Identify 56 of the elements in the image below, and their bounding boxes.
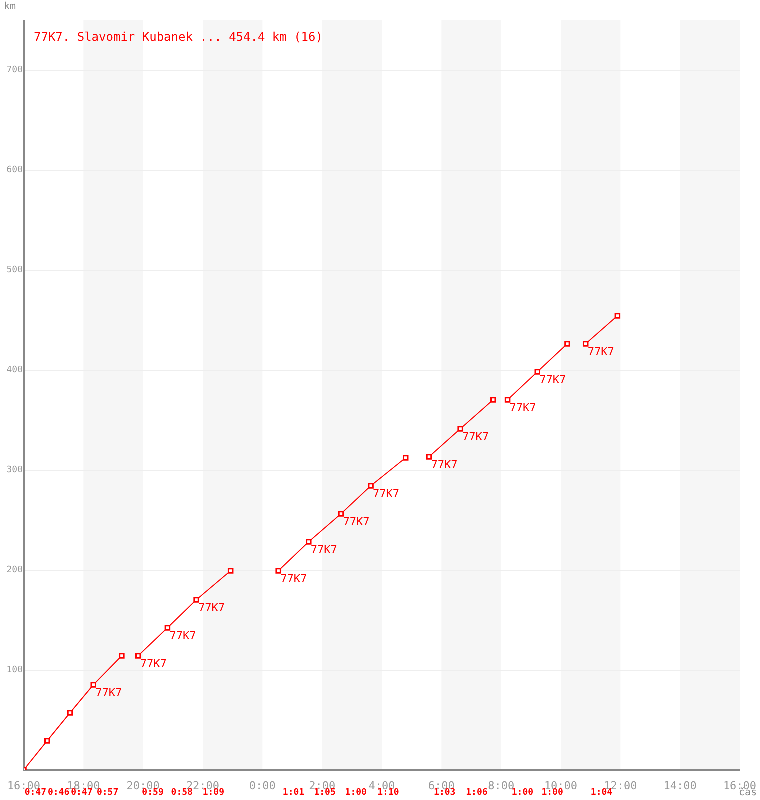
point (67, 710, 74, 716)
point (194, 597, 200, 603)
point (135, 653, 142, 659)
text: 1:06 (466, 788, 488, 798)
point (228, 568, 234, 574)
x-tick-label: 14:00 (664, 779, 697, 792)
y-tick-label: 500 (6, 265, 23, 276)
annotation: 77K7 (280, 572, 308, 586)
point (458, 426, 464, 432)
point (90, 682, 96, 688)
text: 0:58 (171, 788, 193, 798)
y-tick-label: 300 (6, 465, 23, 476)
y-tick-label: 100 (6, 665, 23, 676)
point (164, 625, 171, 631)
point (504, 397, 511, 403)
annotation: 77K7 (140, 657, 167, 670)
x-tick-label: 0:00 (249, 779, 276, 792)
point (402, 455, 409, 461)
text: 0:46 (48, 788, 70, 798)
annotation: 77K7 (170, 629, 196, 642)
point (582, 341, 589, 347)
text: 1:03 (434, 788, 456, 798)
point (490, 397, 496, 403)
point (368, 483, 374, 489)
point (306, 539, 312, 545)
point (614, 313, 621, 319)
point (338, 511, 344, 517)
point (534, 369, 540, 375)
text: 1:01 (282, 788, 305, 798)
text: 0:59 (142, 788, 164, 798)
annotation: 77K7 (540, 373, 566, 386)
y-tick-label: 600 (6, 165, 23, 176)
y-tick-label: 700 (6, 65, 23, 76)
text: 77K7. Slavomir Kubanek ... 454.4 km (16) (34, 30, 323, 44)
text: 1:00 (345, 788, 367, 798)
annotation: 77K7 (510, 401, 536, 414)
y-tick-label: 200 (6, 565, 23, 576)
point (426, 454, 432, 460)
point (44, 738, 50, 744)
text: 0:47 (24, 788, 47, 798)
annotation: 77K7 (198, 601, 226, 614)
text: 0:57 (96, 788, 119, 798)
annotation: 77K7 (343, 515, 370, 528)
annotation: 77K7 (310, 543, 338, 556)
annotation: 77K7 (431, 458, 458, 472)
x-axis-title: čas (738, 788, 757, 799)
y-tick-label: 400 (6, 365, 23, 376)
text: 1:00 (542, 788, 564, 798)
point (119, 653, 125, 659)
point (276, 568, 282, 574)
y-axis-title: km (4, 2, 16, 13)
annotation: 77K7 (373, 487, 400, 500)
annotation: 77K7 (96, 686, 122, 700)
annotation: 77K7 (588, 345, 614, 358)
point (564, 341, 570, 347)
annotation: 77K7 (462, 430, 490, 444)
